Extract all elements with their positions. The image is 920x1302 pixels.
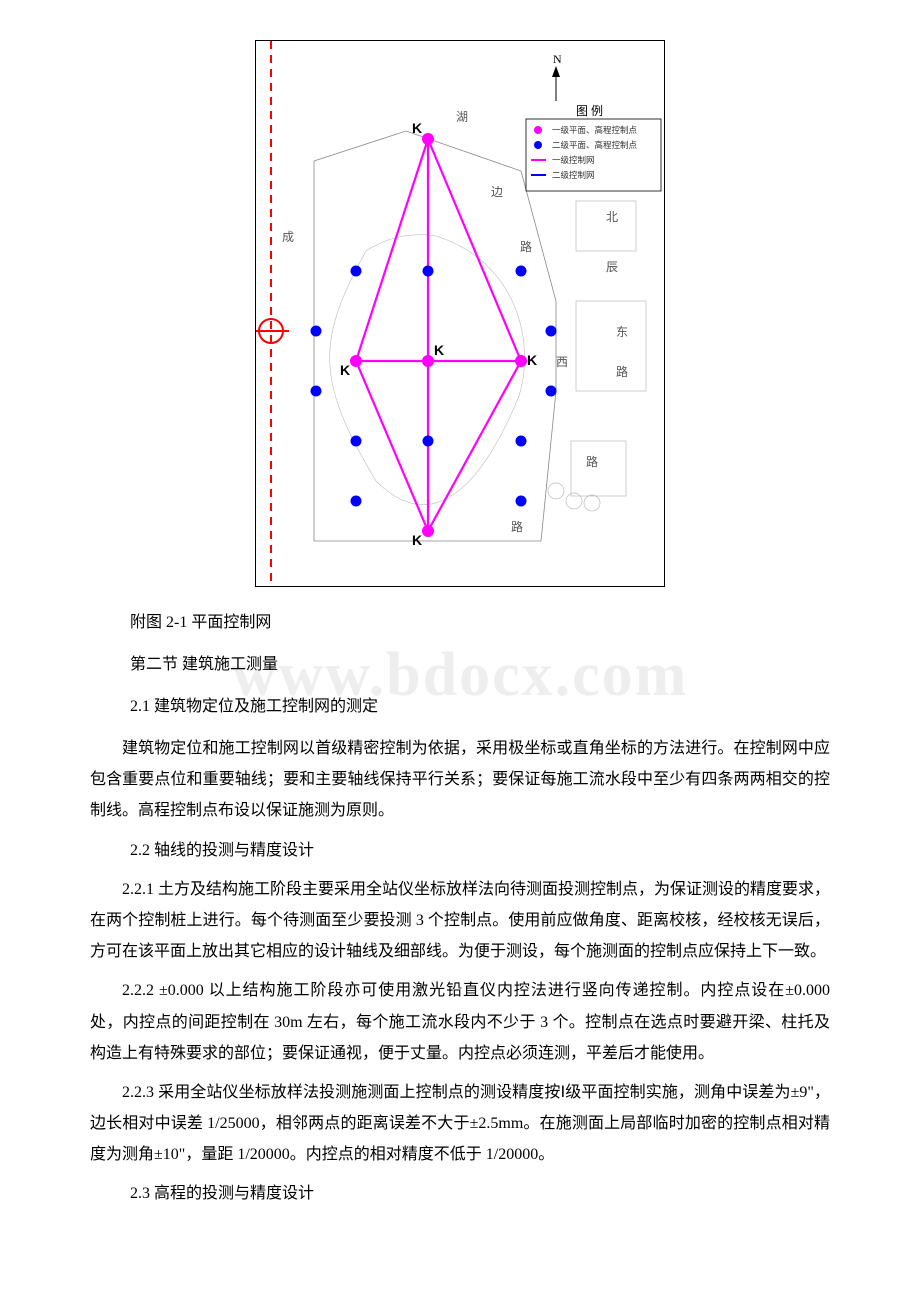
subsection-2-2-title: 2.2 轴线的投测与精度设计 xyxy=(130,835,830,866)
svg-text:N: N xyxy=(553,52,562,66)
svg-text:路: 路 xyxy=(511,519,523,534)
figure-caption: 附图 2-1 平面控制网 xyxy=(130,607,830,639)
svg-text:二级控制网: 二级控制网 xyxy=(552,170,595,180)
subsection-2-1-title: 2.1 建筑物定位及施工控制网的测定 xyxy=(130,691,830,723)
section-2-title: 第二节 建筑施工测量 xyxy=(130,649,830,681)
paragraph-2-2-2: 2.2.2 ±0.000 以上结构施工阶段亦可使用激光铅直仪内控法进行竖向传递控… xyxy=(90,975,830,1069)
svg-text:图 例: 图 例 xyxy=(576,104,603,118)
svg-text:K: K xyxy=(340,362,350,378)
svg-text:东: 东 xyxy=(616,325,628,339)
diagram-svg: N 图 例一级平面、高程控制点二级平面、高程控制点一级控制网二级控制网 K K K K K 湖… xyxy=(256,41,666,581)
subsection-2-3-title: 2.3 高程的投测与精度设计 xyxy=(130,1178,830,1209)
page-content: N 图 例一级平面、高程控制点二级平面、高程控制点一级控制网二级控制网 K K K K K 湖… xyxy=(90,40,830,1210)
svg-text:K: K xyxy=(412,120,422,136)
paragraph-2-2-1: 2.2.1 土方及结构施工阶段主要采用全站仪坐标放样法向待测面投测控制点，为保证… xyxy=(90,874,830,968)
svg-text:路: 路 xyxy=(520,239,532,254)
paragraph-2-1-1: 建筑物定位和施工控制网以首级精密控制为依据，采用极坐标或直角坐标的方法进行。在控… xyxy=(90,733,830,827)
svg-text:西: 西 xyxy=(556,355,568,369)
svg-text:路: 路 xyxy=(586,454,598,469)
svg-text:二级平面、高程控制点: 二级平面、高程控制点 xyxy=(552,140,638,150)
svg-text:湖: 湖 xyxy=(456,109,468,124)
svg-text:路: 路 xyxy=(616,364,628,379)
svg-text:一级控制网: 一级控制网 xyxy=(552,155,595,165)
control-net-diagram: N 图 例一级平面、高程控制点二级平面、高程控制点一级控制网二级控制网 K K K K K 湖… xyxy=(255,40,665,587)
paragraph-2-2-3: 2.2.3 采用全站仪坐标放样法投测施测面上控制点的测设精度按Ⅰ级平面控制实施，… xyxy=(90,1077,830,1171)
svg-text:K: K xyxy=(434,342,444,358)
svg-text:辰: 辰 xyxy=(606,260,618,274)
svg-text:一级平面、高程控制点: 一级平面、高程控制点 xyxy=(552,125,638,135)
svg-text:K: K xyxy=(527,352,537,368)
svg-text:北: 北 xyxy=(606,210,618,224)
svg-text:边: 边 xyxy=(491,185,503,199)
svg-text:成: 成 xyxy=(282,230,294,244)
svg-text:K: K xyxy=(412,532,422,548)
